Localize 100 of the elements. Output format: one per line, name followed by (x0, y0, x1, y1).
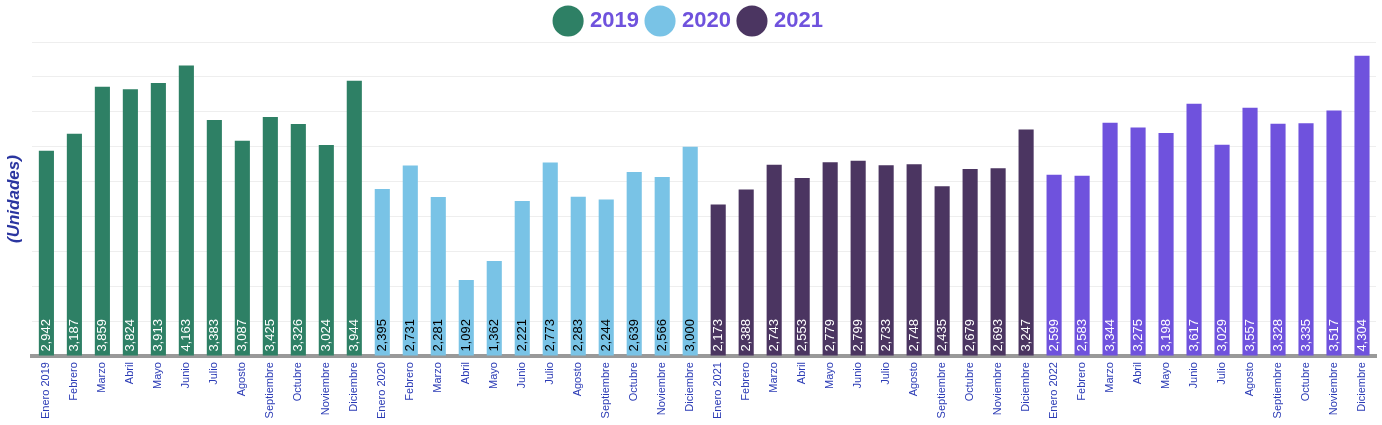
data-label: 3,557 (1241, 319, 1257, 352)
x-tick-label: Febrero (67, 362, 80, 401)
bar (150, 82, 166, 356)
data-label: 3,859 (93, 319, 109, 352)
x-tick-label: Marzo (767, 362, 780, 393)
data-label: 2,733 (877, 319, 893, 352)
x-tick-label: Noviembre (1327, 362, 1340, 416)
data-label: 3,187 (65, 319, 81, 352)
bar (122, 89, 138, 356)
x-tick-label: Mayo (487, 362, 500, 390)
data-label: 2,221 (513, 319, 529, 352)
bar (598, 199, 614, 356)
data-label: 3,326 (289, 319, 305, 352)
data-label: 1,092 (457, 319, 473, 352)
bar (374, 188, 390, 356)
bar (178, 65, 194, 356)
data-label: 2,942 (37, 319, 53, 352)
x-tick-label: Enero 2020 (375, 362, 388, 420)
bar (1018, 129, 1034, 356)
data-label: 2,283 (569, 319, 585, 352)
x-tick-label: Junio (1187, 362, 1200, 389)
bar (794, 177, 810, 356)
data-label: 3,824 (121, 319, 137, 352)
bar (822, 162, 838, 356)
x-tick-label: Abril (459, 362, 472, 385)
data-label: 3,029 (1213, 319, 1229, 352)
bar (962, 169, 978, 356)
x-tick-label: Mayo (823, 362, 836, 390)
bar (1270, 123, 1286, 356)
x-tick-label: Diciembre (1019, 362, 1032, 412)
bar (1214, 144, 1230, 356)
data-label: 2,743 (765, 319, 781, 352)
data-label: 3,383 (205, 319, 221, 352)
x-tick-label: Junio (515, 362, 528, 389)
data-label: 2,679 (961, 319, 977, 352)
data-label: 2,748 (905, 319, 921, 352)
data-label: 3,425 (261, 319, 277, 352)
data-label: 4,304 (1353, 319, 1369, 352)
x-tick-label: Agosto (907, 362, 920, 397)
x-tick-label: Noviembre (991, 362, 1004, 416)
x-tick-label: Enero 2021 (711, 362, 724, 420)
bar (290, 123, 306, 356)
data-label: 3,275 (1129, 319, 1145, 352)
data-label: 2,395 (373, 319, 389, 352)
bar (1102, 122, 1118, 356)
data-label: 2,566 (653, 319, 669, 352)
bar (850, 160, 866, 356)
x-tick-label: Agosto (235, 362, 248, 397)
x-tick-label: Agosto (571, 362, 584, 397)
data-label: 3,617 (1185, 319, 1201, 352)
bar (262, 117, 278, 356)
x-tick-label: Marzo (1103, 362, 1116, 393)
bar (346, 80, 362, 356)
bar (430, 196, 446, 356)
x-tick-label: Noviembre (655, 362, 668, 416)
data-label: 2,693 (989, 319, 1005, 352)
x-tick-label: Febrero (739, 362, 752, 401)
bar (626, 171, 642, 356)
x-tick-label: Abril (795, 362, 808, 385)
bar (682, 146, 698, 356)
x-tick-label: Diciembre (683, 362, 696, 412)
x-tick-label: Febrero (1075, 362, 1088, 401)
x-tick-label: Mayo (1159, 362, 1172, 390)
bar (738, 189, 754, 356)
bar (1242, 107, 1258, 356)
data-label: 2,388 (737, 319, 753, 352)
bar (66, 133, 82, 356)
bar (234, 140, 250, 356)
data-label: 2,435 (933, 319, 949, 352)
bar (1158, 132, 1174, 356)
data-label: 2,583 (1073, 319, 1089, 352)
data-label: 3,087 (233, 319, 249, 352)
bar (570, 196, 586, 356)
bar (1130, 127, 1146, 356)
bar (1354, 55, 1370, 356)
bar (934, 186, 950, 356)
bar (542, 162, 558, 356)
x-tick-label: Julio (543, 362, 556, 385)
bar (206, 119, 222, 356)
x-tick-label: Enero 2019 (39, 362, 52, 420)
data-label: 3,024 (317, 319, 333, 352)
bar (1046, 174, 1062, 356)
x-tick-label: Septiembre (263, 362, 276, 419)
x-tick-label: Diciembre (347, 362, 360, 412)
bar (318, 145, 334, 356)
data-label: 4,163 (177, 319, 193, 352)
x-tick-label: Septiembre (599, 362, 612, 419)
x-tick-label: Marzo (431, 362, 444, 393)
x-tick-label: Octubre (963, 362, 976, 402)
x-tick-label: Abril (1131, 362, 1144, 385)
x-tick-label: Agosto (1243, 362, 1256, 397)
x-tick-label: Junio (851, 362, 864, 389)
bar (654, 177, 670, 356)
data-label: 3,344 (1101, 319, 1117, 352)
bar (1074, 175, 1090, 356)
bar (766, 164, 782, 356)
x-tick-label: Noviembre (319, 362, 332, 416)
x-tick-label: Febrero (403, 362, 416, 401)
data-label: 2,173 (709, 319, 725, 352)
bar (1326, 110, 1342, 356)
